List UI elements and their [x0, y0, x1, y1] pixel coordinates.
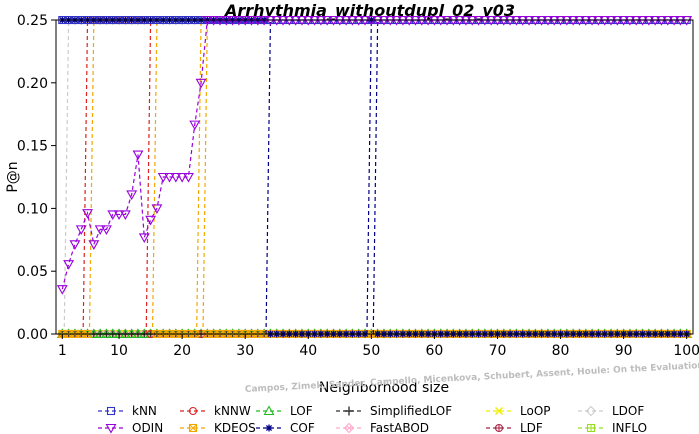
data-point-odin	[107, 210, 119, 221]
legend-entry-odin: ODIN	[98, 421, 163, 434]
legend-label-ldf: LDF	[520, 421, 543, 434]
legend-entry-ldof: LDOF	[578, 404, 644, 418]
legend-label-odin: ODIN	[132, 421, 163, 434]
y-tick-label: 0.00	[17, 327, 48, 343]
legend-entry-loop: LoOP	[486, 404, 551, 418]
legend-marker-cof	[265, 424, 273, 432]
legend-entry-knnw: kNNW	[180, 404, 251, 418]
data-point-odin	[63, 260, 75, 270]
legend-label-loop: LoOP	[520, 404, 551, 418]
legend-marker-knn	[106, 406, 116, 416]
y-tick-label: 0.20	[17, 76, 48, 92]
series-jump-kdeos	[196, 19, 202, 335]
legend: kNN kNNW LOF SimplifiedLOF LoOP LDOF ODIN KDEOS…	[98, 404, 647, 434]
data-point-odin	[145, 215, 157, 226]
legend-marker-fastabod	[343, 422, 355, 434]
legend-label-fastabod: FastABOD	[370, 421, 429, 434]
data-point-odin	[113, 210, 125, 221]
x-tick-label: 70	[489, 343, 507, 359]
x-tick-label: 20	[173, 343, 191, 359]
legend-entry-simplifiedlof: SimplifiedLOF	[336, 404, 452, 418]
legend-marker-odin	[105, 423, 117, 434]
x-tick-label: 40	[299, 343, 317, 359]
series-odin	[56, 16, 693, 295]
series-jump-kdeos	[88, 19, 95, 335]
x-tick-label: 50	[362, 343, 380, 359]
legend-entry-fastabod: FastABOD	[336, 421, 429, 434]
y-tick-label: 0.10	[17, 201, 48, 217]
data-point-odin	[189, 120, 201, 131]
x-axis-label: Neighborhood size	[319, 380, 449, 396]
data-point-odin	[151, 204, 163, 215]
series-jump-kdeos	[151, 19, 158, 335]
chart-title: Arrhythmia_withoutdupl_02_v03	[223, 1, 515, 20]
x-tick-label: 60	[426, 343, 444, 359]
plot-area	[55, 16, 694, 338]
data-point-odin	[69, 240, 81, 250]
x-tick-label: 30	[236, 343, 254, 359]
x-tick-label: 1	[58, 343, 67, 359]
legend-label-lof: LOF	[290, 404, 313, 418]
legend-label-knnw: kNNW	[214, 404, 251, 418]
legend-label-kdeos: KDEOS	[214, 421, 256, 434]
legend-marker-knnw	[188, 406, 198, 416]
series-jump-cof	[265, 19, 272, 335]
data-point-odin	[101, 225, 112, 235]
data-point-odin	[82, 209, 93, 219]
x-tick-label: 100	[673, 343, 699, 359]
legend-marker-simplifiedlof	[344, 406, 354, 416]
data-point-odin	[132, 150, 144, 161]
series-jump-ldof	[63, 19, 70, 335]
y-tick-label: 0.25	[17, 13, 48, 29]
data-point-odin	[94, 225, 106, 235]
data-point-odin	[157, 172, 169, 183]
data-point-odin	[176, 172, 188, 183]
legend-label-cof: COF	[290, 421, 315, 434]
series-jump-knnw	[82, 19, 89, 335]
legend-label-inflo: INFLO	[612, 421, 647, 434]
series-jump-cof	[366, 19, 372, 335]
data-point-odin	[183, 172, 194, 183]
data-point-odin	[170, 172, 182, 183]
series-line-odin	[61, 19, 687, 290]
y-tick-label: 0.05	[17, 264, 48, 280]
legend-entry-knn: kNN	[98, 404, 157, 418]
legend-label-simplifiedlof: SimplifiedLOF	[370, 404, 452, 418]
legend-entry-kdeos: KDEOS	[180, 421, 256, 434]
legend-entry-cof: COF	[256, 421, 315, 434]
legend-marker-loop	[494, 406, 504, 416]
series-jump-cof	[372, 19, 379, 335]
data-point-odin	[138, 233, 150, 244]
x-tick-label: 90	[615, 343, 633, 359]
x-tick-label: 80	[552, 343, 570, 359]
legend-entry-ldf: LDF	[486, 421, 543, 434]
y-axis-label: P@n	[5, 161, 21, 192]
x-tick-label: 10	[110, 343, 128, 359]
series-kdeos	[58, 16, 691, 338]
series-jump-knnw	[145, 19, 152, 335]
data-point-odin	[119, 210, 131, 221]
data-point-odin	[195, 78, 207, 89]
data-point-odin	[56, 285, 68, 295]
data-point-odin	[75, 225, 87, 235]
legend-marker-ldf	[494, 423, 504, 433]
plot-frame	[55, 19, 694, 335]
data-point-odin	[126, 190, 138, 201]
legend-marker-kdeos	[188, 423, 198, 433]
y-tick-label: 0.15	[17, 139, 48, 155]
legend-label-knn: kNN	[132, 404, 157, 418]
data-point-odin	[164, 172, 175, 183]
legend-marker-ldof	[585, 405, 597, 417]
series-jump-kdeos	[202, 19, 208, 335]
legend-marker-inflo	[586, 423, 596, 433]
legend-entry-inflo: INFLO	[578, 421, 647, 434]
axis-ticks: 1 10 20 30 40 50 60 70 80 90 100 0.00 0.05 0.10 0.15 0.…	[17, 13, 699, 359]
legend-marker-lof	[263, 405, 275, 416]
data-point-odin	[88, 240, 100, 250]
legend-label-ldof: LDOF	[612, 404, 644, 418]
legend-entry-lof: LOF	[256, 404, 313, 418]
